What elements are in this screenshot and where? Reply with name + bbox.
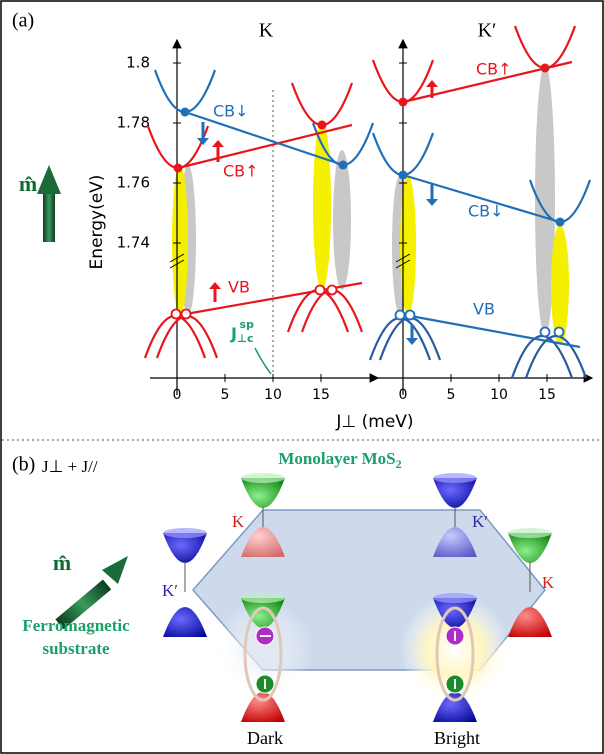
panel-b: (b) J⊥ + J// Monolayer MoS2 K K′ K′ Km̂ Ferroma… [12, 449, 555, 748]
band-label: CB↓ [213, 102, 249, 121]
band-dot [181, 108, 190, 117]
spin-ellipse [333, 150, 351, 290]
band-dot [399, 98, 408, 107]
x-tick-label: 0 [399, 387, 408, 403]
band-hole [555, 328, 564, 337]
band-dot [174, 164, 183, 173]
spin-arrow-head [406, 338, 418, 345]
valence-band [288, 290, 348, 332]
x-tick-label: 0 [173, 387, 182, 403]
band-label: VB [473, 300, 495, 319]
material-sub: 2 [396, 457, 402, 471]
x-axis-label: J⊥ (meV) [335, 412, 413, 432]
magnet-label: m̂ [53, 550, 71, 575]
band-dot [556, 218, 565, 227]
band-dot [541, 64, 550, 73]
band-hole [396, 311, 405, 320]
spin-ellipse [172, 165, 188, 315]
spin-arrow-head [426, 199, 438, 206]
material-label: Monolayer MoS2 [278, 449, 401, 471]
valley-label: K [542, 573, 555, 592]
valence-band [512, 336, 572, 378]
cone-rim [433, 473, 477, 483]
valley-label: K [232, 512, 245, 531]
substrate-label: Ferromagnetic [22, 616, 130, 635]
conduction-band [155, 70, 215, 112]
valley-label: K [259, 20, 274, 42]
conduction-band [292, 83, 352, 125]
valence-band [302, 290, 362, 332]
critical-label: J⊥csp [230, 318, 254, 345]
cone-rim [163, 528, 207, 538]
cone-rim [241, 473, 285, 483]
substrate-label: substrate [42, 639, 110, 658]
critical-sup: sp [240, 318, 255, 331]
cone-rim [508, 528, 552, 538]
band-label: CB↑ [223, 162, 259, 181]
magnet-arrow [43, 192, 55, 242]
y-tick-label: 1.78 [117, 114, 150, 132]
spin-arrow-head [212, 140, 224, 147]
band-label: CB↓ [468, 202, 504, 221]
figure: 1.8 1.78 1.76 1.74 0 5 10 15 0 5 10 15 (a) K K′ Energy(… [0, 0, 604, 754]
spin-arrow-head [426, 80, 438, 87]
vb-dome [163, 607, 207, 637]
x-tick-label: 10 [490, 387, 508, 403]
cone-rim [433, 593, 477, 603]
band-dot [318, 121, 327, 130]
critical-pointer [255, 348, 271, 374]
coupling-label: J⊥ + J// [42, 457, 98, 476]
band-dot [339, 161, 348, 170]
y-tick-label: 1.76 [117, 174, 150, 192]
state-label: Bright [434, 728, 480, 748]
band-hole [172, 310, 181, 319]
critical-main: J [230, 324, 237, 343]
y-tick-label: 1.74 [117, 234, 150, 252]
critical-sub: ⊥c [237, 332, 254, 345]
band-hole [328, 286, 337, 295]
magnet-label: m̂ [19, 171, 37, 196]
x-tick-label: 15 [538, 387, 556, 403]
y-tick-label: 1.8 [126, 54, 150, 72]
x-tick-label: 5 [221, 387, 230, 403]
spin-arrow-head [197, 138, 209, 145]
magnet-arrow-head [102, 556, 128, 584]
valley-label: K′ [478, 20, 497, 42]
magnet-arrow-head [37, 165, 61, 194]
valley-label: K′ [472, 512, 488, 531]
x-tick-label: 5 [447, 387, 456, 403]
material-main: Monolayer MoS [278, 449, 395, 468]
x-tick-label: 10 [264, 387, 282, 403]
band-hole [316, 286, 325, 295]
band-dot [399, 171, 408, 180]
band-label: CB↑ [476, 60, 512, 79]
state-label: Dark [247, 728, 283, 748]
band-label: VB [228, 278, 250, 297]
cone-rim [241, 593, 285, 603]
y-axis-label: Energy(eV) [87, 175, 107, 270]
band-hole [406, 311, 415, 320]
spin-arrow-head [209, 282, 221, 289]
conduction-band [515, 26, 575, 68]
band-hole [182, 310, 191, 319]
x-tick-label: 15 [312, 387, 330, 403]
valley-label: K′ [162, 581, 178, 600]
panel-label: (a) [12, 10, 34, 32]
band-hole [541, 328, 550, 337]
panel-a: 1.8 1.78 1.76 1.74 0 5 10 15 0 5 10 15 (a) K K′ Energy(… [12, 10, 592, 432]
panel-label: (b) [12, 454, 35, 476]
